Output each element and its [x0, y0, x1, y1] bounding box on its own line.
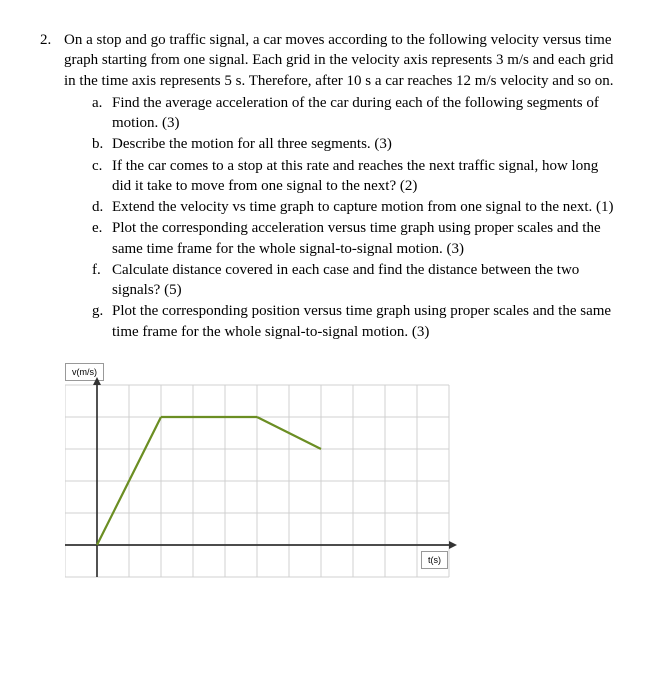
part-label: e.: [92, 218, 112, 259]
problem-part: g.Plot the corresponding position versus…: [92, 301, 617, 342]
part-text: Extend the velocity vs time graph to cap…: [112, 197, 617, 217]
part-text: Calculate distance covered in each case …: [112, 260, 617, 301]
part-label: a.: [92, 93, 112, 134]
velocity-time-graph: v(m/s) t(s): [65, 363, 485, 563]
problem-part: e.Plot the corresponding acceleration ve…: [92, 218, 617, 259]
part-label: g.: [92, 301, 112, 342]
part-label: c.: [92, 156, 112, 197]
problem-part: a.Find the average acceleration of the c…: [92, 93, 617, 134]
part-label: d.: [92, 197, 112, 217]
part-label: f.: [92, 260, 112, 301]
x-axis-label: t(s): [421, 551, 448, 569]
part-label: b.: [92, 134, 112, 154]
problem-number: 2.: [40, 30, 64, 343]
document-page: 2. On a stop and go traffic signal, a ca…: [0, 0, 657, 573]
problem-part: d.Extend the velocity vs time graph to c…: [92, 197, 617, 217]
problem-part: b.Describe the motion for all three segm…: [92, 134, 617, 154]
problem: 2. On a stop and go traffic signal, a ca…: [40, 30, 617, 343]
problem-body: On a stop and go traffic signal, a car m…: [64, 30, 617, 343]
graph-svg: [65, 363, 459, 587]
part-text: If the car comes to a stop at this rate …: [112, 156, 617, 197]
part-text: Plot the corresponding position versus t…: [112, 301, 617, 342]
problem-stem: On a stop and go traffic signal, a car m…: [64, 30, 617, 91]
part-text: Plot the corresponding acceleration vers…: [112, 218, 617, 259]
problem-parts: a.Find the average acceleration of the c…: [92, 93, 617, 342]
part-text: Describe the motion for all three segmen…: [112, 134, 617, 154]
part-text: Find the average acceleration of the car…: [112, 93, 617, 134]
problem-part: c.If the car comes to a stop at this rat…: [92, 156, 617, 197]
problem-part: f.Calculate distance covered in each cas…: [92, 260, 617, 301]
